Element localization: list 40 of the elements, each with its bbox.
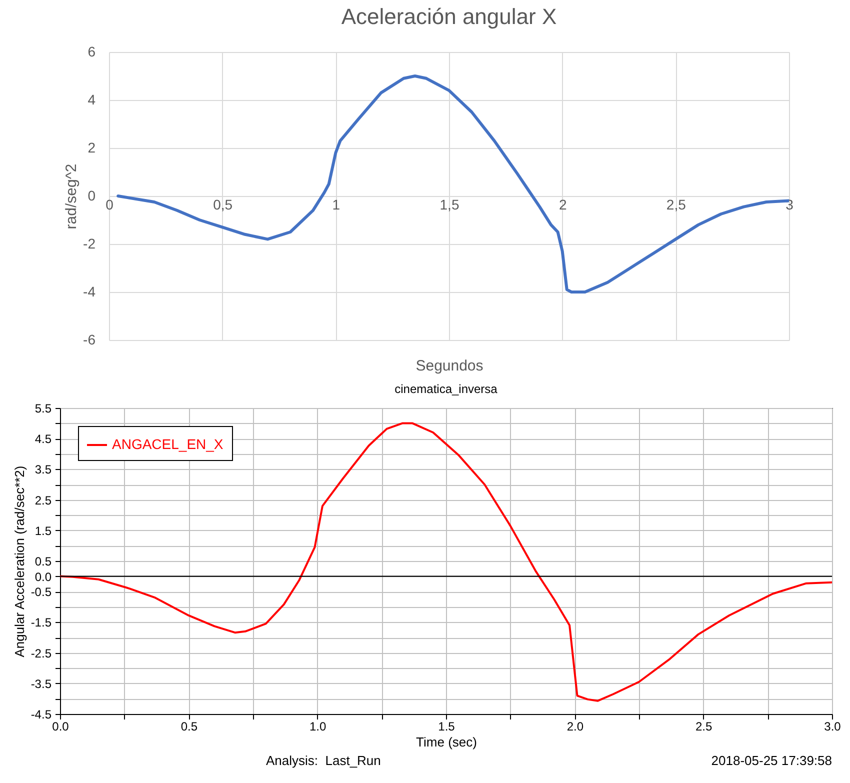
y-axis-title: Angular Acceleration (rad/sec**2) (12, 466, 27, 658)
y-tick-label: 3.5 (34, 462, 52, 477)
x-tick-label: 1 (332, 196, 340, 212)
y-tick-label: 4 (88, 92, 96, 108)
x-tick-label: 2.5 (695, 720, 712, 734)
y-tick-label: 0.5 (34, 554, 52, 568)
y-tick-label: -1.5 (30, 616, 52, 630)
legend-label: ANGACEL_EN_X (112, 436, 224, 452)
x-tick-label: 0.5 (180, 720, 198, 734)
x-tick-label: 3.0 (824, 720, 842, 734)
y-tick-label: -4 (83, 284, 96, 300)
x-tick-label: 1,5 (440, 196, 460, 212)
text: Analysis: Last_Run (266, 753, 381, 768)
x-tick-label: 0,5 (213, 196, 233, 212)
y-tick-label: -6 (83, 332, 96, 348)
y-tick-label: 4.5 (34, 432, 52, 446)
chart-title: Aceleración angular X (341, 4, 557, 29)
y-tick-label: 6 (88, 44, 96, 60)
x-tick-label: 0.0 (52, 720, 70, 734)
y-tick-label: -4.5 (30, 708, 52, 722)
y-tick-label: -3.5 (30, 676, 52, 691)
x-axis-title: Time (sec) (416, 734, 477, 750)
text: 2018-05-25 17:39:58 (711, 753, 832, 768)
y-tick-label: -2 (83, 236, 96, 252)
y-tick-label: 2 (88, 140, 96, 156)
y-tick-label: 5.5 (34, 402, 52, 416)
y-tick-label: -0.5 (30, 585, 52, 600)
x-tick-label: 2.0 (566, 720, 584, 734)
y-tick-label: 2.5 (34, 493, 52, 508)
x-tick-label: 0 (106, 196, 114, 212)
x-axis-title: Segundos (416, 358, 484, 374)
y-tick-label: 0.0 (34, 570, 52, 584)
x-tick-label: 2 (558, 196, 567, 212)
x-tick-label: 1.0 (309, 720, 326, 734)
chart-title: cinematica_inversa (394, 382, 498, 396)
y-tick-label: 1.5 (34, 524, 52, 538)
x-tick-label: 2,5 (666, 196, 686, 212)
x-tick-label: 1.5 (438, 720, 456, 734)
y-tick-label: -2.5 (30, 646, 52, 660)
y-axis-title: rad/seg^2 (63, 164, 80, 230)
